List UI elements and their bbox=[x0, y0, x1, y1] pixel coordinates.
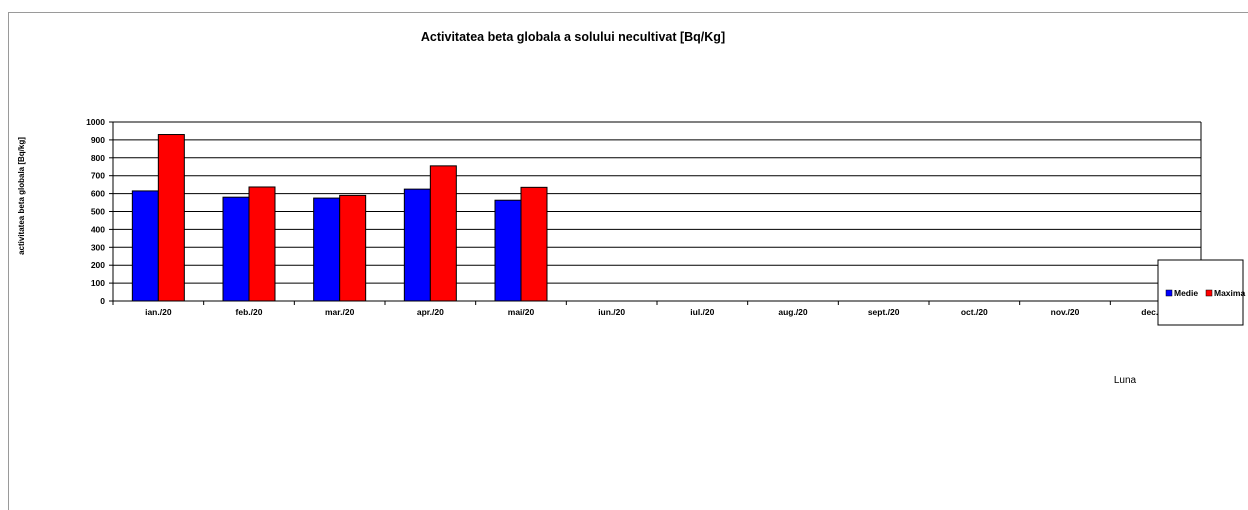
x-tick-label: aug./20 bbox=[778, 307, 808, 317]
legend-label-maxima: Maxima bbox=[1214, 288, 1245, 298]
y-tick-label: 600 bbox=[91, 189, 105, 199]
legend-swatch-medie bbox=[1165, 289, 1173, 297]
x-tick-label: nov./20 bbox=[1051, 307, 1080, 317]
x-tick-label: mar./20 bbox=[325, 307, 355, 317]
bar-medie-4 bbox=[494, 199, 522, 302]
x-tick-label: dec./20 bbox=[1141, 307, 1170, 317]
chart-frame bbox=[8, 12, 1248, 510]
bar-maxima-4 bbox=[520, 186, 548, 302]
legend-swatch-maxima bbox=[1205, 289, 1213, 297]
bar-maxima-3 bbox=[429, 165, 457, 302]
x-tick-label: ian./20 bbox=[145, 307, 172, 317]
bar-medie-2 bbox=[313, 197, 341, 302]
x-tick-label: oct./20 bbox=[961, 307, 988, 317]
x-tick-label: sept./20 bbox=[868, 307, 900, 317]
y-tick-label: 700 bbox=[91, 171, 105, 181]
y-tick-label: 900 bbox=[91, 135, 105, 145]
chart-title: Activitatea beta globala a solului necul… bbox=[421, 30, 725, 44]
x-tick-label: mai/20 bbox=[508, 307, 535, 317]
bar-maxima-1 bbox=[248, 186, 276, 302]
y-tick-label: 100 bbox=[91, 278, 105, 288]
gridlines bbox=[113, 121, 1202, 301]
legend: Medie Maxima bbox=[1157, 259, 1245, 326]
bars bbox=[131, 134, 548, 302]
bar-maxima-0 bbox=[157, 134, 185, 302]
bar-medie-0 bbox=[131, 190, 159, 302]
y-axis-label: activitatea beta globala [Bq/kg] bbox=[17, 137, 26, 255]
y-tick-label: 800 bbox=[91, 153, 105, 163]
y-tick-label: 1000 bbox=[86, 117, 105, 127]
bar-maxima-2 bbox=[339, 194, 367, 302]
bar-medie-1 bbox=[222, 196, 250, 302]
legend-label-medie: Medie bbox=[1174, 288, 1198, 298]
y-tick-label: 400 bbox=[91, 224, 105, 234]
x-tick-label: feb./20 bbox=[236, 307, 263, 317]
y-tick-label: 200 bbox=[91, 260, 105, 270]
x-tick-label: iun./20 bbox=[598, 307, 625, 317]
y-tick-label: 500 bbox=[91, 207, 105, 217]
tick-labels: 0 100 200 300 400 500 600 700 800 900 1000 ian./20 f… bbox=[86, 117, 1170, 317]
y-tick-label: 300 bbox=[91, 242, 105, 252]
x-tick-label: iul./20 bbox=[690, 307, 714, 317]
y-tick-label: 0 bbox=[100, 296, 105, 306]
x-axis-label: Luna bbox=[1114, 375, 1137, 386]
x-tick-label: apr./20 bbox=[417, 307, 444, 317]
bar-medie-3 bbox=[403, 188, 431, 302]
